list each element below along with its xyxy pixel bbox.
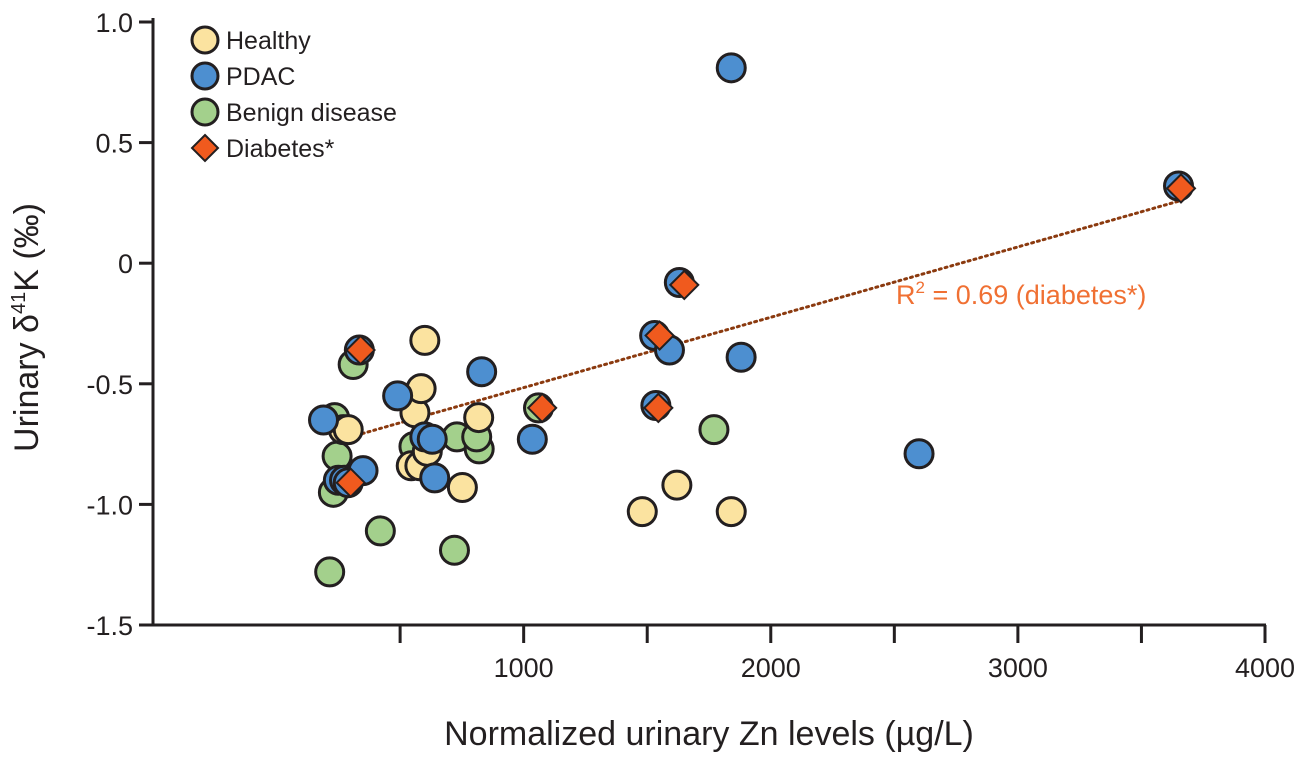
legend-label-healthy: Healthy bbox=[226, 27, 311, 55]
data-point-pdac bbox=[416, 423, 448, 455]
data-point-healthy bbox=[409, 324, 441, 356]
data-point-benign bbox=[438, 534, 470, 566]
legend-item-healthy: Healthy bbox=[190, 25, 311, 55]
y-tick-label: 0.5 bbox=[95, 129, 133, 159]
data-point-pdac bbox=[725, 341, 757, 373]
trendline bbox=[349, 198, 1183, 439]
legend-item-benign: Benign disease bbox=[190, 97, 397, 127]
data-point-diabetes bbox=[345, 334, 376, 366]
data-point-benign bbox=[364, 515, 396, 547]
legend-marker-benign bbox=[190, 97, 220, 127]
series-diabetes bbox=[335, 173, 1197, 499]
data-point-healthy bbox=[463, 402, 495, 434]
data-point-benign bbox=[314, 556, 346, 588]
x-axis-title: Normalized urinary Zn levels (µg/L) bbox=[444, 715, 974, 753]
axes bbox=[151, 18, 1266, 627]
data-point-diabetes bbox=[668, 269, 700, 301]
data-points bbox=[308, 52, 1197, 588]
data-point-diabetes bbox=[642, 392, 674, 424]
data-point-diabetes bbox=[335, 467, 367, 499]
x-ticks: 1000 2000 3000 4000 bbox=[398, 625, 1295, 683]
y-tick-label: -1.5 bbox=[86, 611, 133, 641]
legend-item-pdac: PDAC bbox=[190, 61, 295, 91]
legend-label-diabetes: Diabetes* bbox=[226, 135, 335, 163]
legend: Healthy PDAC Benign disease Diabetes* bbox=[190, 25, 397, 163]
legend-marker-diabetes bbox=[190, 133, 220, 163]
data-point-diabetes bbox=[644, 320, 675, 351]
legend-label-pdac: PDAC bbox=[226, 63, 295, 91]
legend-item-diabetes: Diabetes* bbox=[190, 133, 335, 163]
data-point-pdac bbox=[382, 380, 414, 412]
x-tick-label: 3000 bbox=[988, 653, 1048, 683]
data-point-pdac bbox=[903, 438, 935, 470]
trendline-annotation: R2 = 0.69 (diabetes*) bbox=[896, 278, 1146, 310]
y-tick-label: -1.0 bbox=[86, 490, 133, 520]
data-point-healthy bbox=[661, 469, 693, 501]
y-tick-label: 0 bbox=[118, 249, 133, 279]
data-point-benign bbox=[698, 414, 730, 446]
data-point-pdac bbox=[308, 404, 340, 436]
data-point-diabetes bbox=[1165, 173, 1197, 204]
series-pdac bbox=[308, 52, 1195, 499]
y-tick-label: -0.5 bbox=[86, 370, 133, 400]
data-point-healthy bbox=[715, 496, 747, 528]
data-point-pdac bbox=[715, 52, 747, 84]
legend-marker-pdac bbox=[190, 61, 220, 91]
x-tick-label: 1000 bbox=[494, 653, 554, 683]
y-ticks: -1.5 -1.0 -0.5 0 0.5 1.0 bbox=[86, 8, 153, 641]
data-point-healthy bbox=[446, 472, 478, 504]
y-tick-label: 1.0 bbox=[95, 8, 133, 38]
legend-label-benign: Benign disease bbox=[226, 99, 397, 127]
data-point-healthy bbox=[626, 496, 658, 528]
data-point-diabetes bbox=[526, 392, 558, 424]
data-point-pdac bbox=[516, 423, 548, 455]
x-tick-label: 4000 bbox=[1235, 653, 1295, 683]
data-point-pdac bbox=[466, 356, 498, 388]
data-point-pdac bbox=[419, 462, 451, 494]
y-axis-title: Urinary δ41K (‰) bbox=[8, 203, 46, 452]
legend-marker-healthy bbox=[190, 25, 220, 55]
x-tick-label: 2000 bbox=[741, 653, 801, 683]
